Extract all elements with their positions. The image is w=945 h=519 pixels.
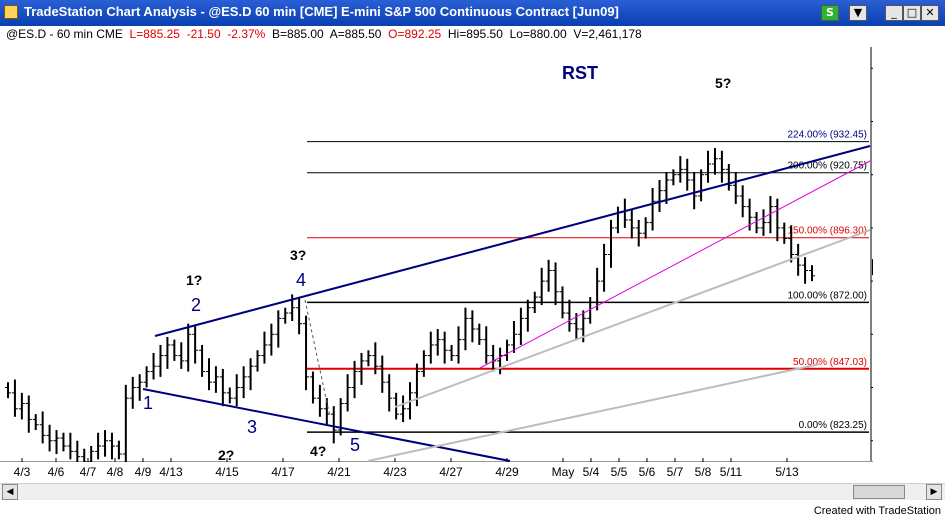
bid-price: B=885.00 — [272, 27, 324, 41]
x-tick-label: 4/3 — [13, 465, 31, 479]
x-tick-label: 5/11 — [719, 465, 743, 479]
fib-level-label: 100.00% (872.00) — [787, 290, 867, 301]
wave-label-w5: 5? — [715, 75, 731, 91]
x-tick-label: 4/15 — [215, 465, 239, 479]
fib-level-label: 0.00% (823.25) — [799, 420, 867, 431]
wave-label-w4q: 4? — [310, 443, 326, 459]
wave-label-w1q: 1? — [186, 272, 202, 288]
wave-label-rst: RST — [562, 63, 598, 83]
wave-label-w5b: 5 — [350, 435, 360, 455]
lower-channel-line — [142, 388, 511, 462]
last-price: L=885.25 — [129, 27, 180, 41]
upper-channel-line — [154, 145, 871, 337]
last-price-marker — [872, 259, 873, 276]
title-bar: TradeStation Chart Analysis - @ES.D 60 m… — [0, 0, 945, 26]
minimize-button[interactable]: _ — [885, 5, 903, 21]
price-chart[interactable]: 960.00940.00920.00900.00880.00860.00840.… — [0, 47, 873, 462]
x-tick-label: 4/9 — [134, 465, 152, 479]
x-tick-label: 4/23 — [383, 465, 407, 479]
wave-label-w4: 4 — [296, 270, 306, 290]
wave-label-w3q: 3? — [290, 247, 306, 263]
x-tick-label: 4/8 — [106, 465, 124, 479]
x-tick-label: 4/29 — [495, 465, 519, 479]
wave-label-w2: 2 — [191, 295, 201, 315]
fib-level-label: 200.00% (920.75) — [787, 161, 867, 172]
x-tick-label: 5/6 — [638, 465, 656, 479]
footer-credit: Created with TradeStation — [813, 505, 941, 517]
x-tick-label: 4/17 — [271, 465, 295, 479]
scroll-right-icon[interactable]: ▶ — [926, 484, 942, 500]
fib-level-label: 50.00% (847.03) — [793, 357, 867, 368]
wave-label-w3: 3 — [247, 417, 257, 437]
fib-level-label: 224.00% (932.45) — [787, 130, 867, 141]
fib-level-label: 150.00% (896.30) — [787, 226, 867, 237]
scroll-left-icon[interactable]: ◀ — [2, 484, 18, 500]
x-tick-label: 5/8 — [694, 465, 712, 479]
horizontal-scrollbar[interactable]: ◀ ▶ — [0, 483, 945, 500]
x-tick-label: 4/21 — [327, 465, 351, 479]
x-tick-label: 5/4 — [582, 465, 600, 479]
x-tick-label: 4/7 — [79, 465, 97, 479]
net-change: -21.50 — [186, 27, 221, 41]
dropdown-button[interactable]: ▼ — [849, 5, 867, 21]
x-tick-label: 5/7 — [666, 465, 684, 479]
open-price: O=892.25 — [388, 27, 442, 41]
ask-price: A=885.50 — [329, 27, 382, 41]
app-icon — [4, 5, 18, 19]
gray-trendline-lower — [367, 363, 821, 462]
percent-change: -2.37% — [227, 27, 266, 41]
high-price: Hi=895.50 — [447, 27, 503, 41]
x-tick-label: 4/6 — [47, 465, 65, 479]
wave-label-w2q: 2? — [218, 447, 234, 462]
magenta-trendline — [479, 160, 871, 369]
s-button[interactable]: S — [821, 5, 839, 21]
symbol-label: @ES.D - 60 min CME — [6, 27, 123, 41]
close-button[interactable]: ✕ — [921, 5, 939, 21]
maximize-button[interactable]: □ — [903, 5, 921, 21]
scrollbar-thumb[interactable] — [853, 485, 905, 499]
x-tick-label: 5/13 — [775, 465, 799, 479]
gray-trendline-upper — [394, 229, 871, 408]
low-price: Lo=880.00 — [509, 27, 567, 41]
volume: V=2,461,178 — [573, 27, 642, 41]
x-tick-label: 4/13 — [159, 465, 183, 479]
quote-status-line: @ES.D - 60 min CME L=885.25 -21.50 -2.37… — [6, 27, 642, 41]
window-title: TradeStation Chart Analysis - @ES.D 60 m… — [24, 4, 619, 19]
dashed-retrace-line — [304, 299, 331, 418]
x-tick-label: 4/27 — [439, 465, 463, 479]
x-tick-label: May — [551, 465, 575, 479]
x-axis-labels: 4/3 4/6 4/7 4/8 4/9 4/13 4/15 4/17 4/21 4/23 4/27 4… — [0, 465, 873, 481]
wave-label-w1: 1 — [143, 393, 153, 413]
x-tick-label: 5/5 — [610, 465, 628, 479]
